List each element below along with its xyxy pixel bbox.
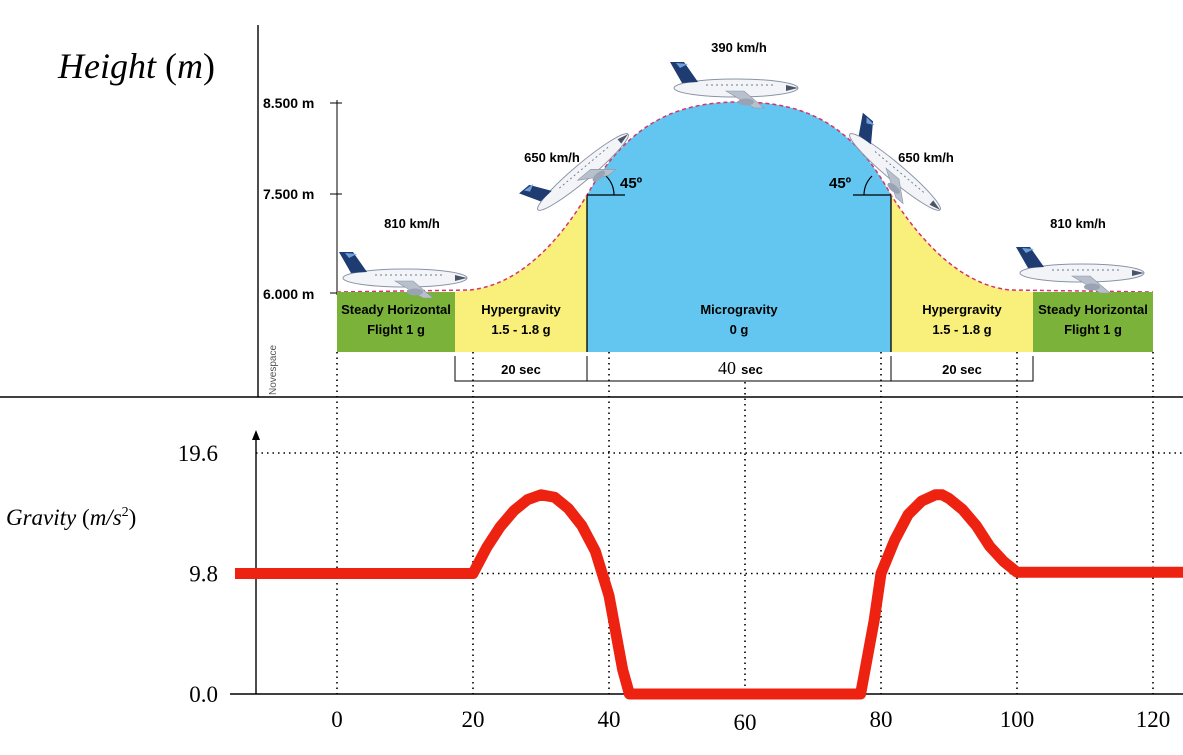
duration-bracket-3	[890, 356, 1034, 382]
angle-label-left: 45º	[620, 175, 643, 192]
duration-label-1: 20 sec	[501, 362, 541, 377]
gravity-y-axis-arrow	[252, 430, 260, 440]
phase-sub-4: 1.5 - 1.8 g	[932, 322, 991, 337]
microgravity-area	[587, 102, 891, 352]
duration-label-3: 20 sec	[942, 362, 982, 377]
height-axis-title: Height (m)	[57, 46, 215, 86]
height-tick-label-7500: 7.500 m	[263, 186, 314, 202]
height-tick-label-6000: 6.000 m	[263, 286, 314, 302]
y-tick-label-1: 9.8	[189, 562, 218, 587]
height-axis-unit: m	[177, 46, 203, 86]
speed-label-3: 390 km/h	[711, 40, 767, 55]
angle-label-right: 45º	[829, 175, 852, 192]
phase-sub-2: 1.5 - 1.8 g	[491, 322, 550, 337]
y-tick-label-2: 19.6	[178, 441, 218, 466]
x-tick-label-4: 80	[870, 707, 893, 732]
speed-label-1: 810 km/h	[384, 216, 440, 231]
phase-sub-3: 0 g	[730, 322, 749, 337]
y-tick-label-0: 0.0	[189, 682, 218, 707]
x-tick-label-0: 0	[331, 707, 343, 732]
hypergravity-area-right	[891, 195, 1033, 352]
phase-title-5: Steady Horizontal	[1038, 302, 1148, 317]
speed-label-5: 810 km/h	[1050, 216, 1106, 231]
aircraft-icon-3	[669, 61, 799, 109]
phase-title-2: Hypergravity	[481, 302, 561, 317]
flight-profile-panel: Height (m) 8.500 m 7.500 m 6.000 m Noves…	[0, 25, 1183, 398]
x-tick-label-6: 120	[1136, 707, 1171, 732]
height-axis-word: Height	[57, 46, 157, 86]
phase-title-1: Steady Horizontal	[341, 302, 451, 317]
duration-unit-2: sec	[741, 362, 763, 377]
x-tick-label-5: 100	[1000, 707, 1035, 732]
chart-ticks: 0 20 40 60 80 100 120 0.0 9.8 19.6	[178, 441, 1171, 735]
speed-label-4: 650 km/h	[898, 150, 954, 165]
phase-box-steady-left	[337, 292, 455, 352]
chart-gridlines	[256, 352, 1183, 694]
hypergravity-area-left	[455, 195, 587, 352]
gravity-series-line	[235, 489, 1183, 700]
credit-label: Novespace	[268, 345, 279, 395]
phase-title-4: Hypergravity	[922, 302, 1002, 317]
angle-marker-left	[587, 175, 625, 196]
phase-title-3: Microgravity	[700, 302, 778, 317]
gravity-axis-unit: m/s	[90, 505, 122, 530]
gravity-axis-title: Gravity (m/s2)	[6, 505, 136, 530]
angle-marker-right	[853, 175, 891, 196]
gravity-axis-word: Gravity	[6, 505, 77, 530]
x-tick-label-1: 20	[462, 707, 485, 732]
aircraft-icon-5	[1015, 246, 1145, 294]
phase-sub-5: Flight 1 g	[1064, 322, 1122, 337]
gravity-axis-unit-exponent: 2	[122, 505, 129, 520]
gravity-chart: Gravity (m/s2) 0 20 40 60 80 100 120 0.0 9.8 19.6	[6, 352, 1183, 735]
speed-label-2: 650 km/h	[524, 150, 580, 165]
x-tick-label-3: 60	[734, 710, 757, 735]
phase-sub-1: Flight 1 g	[367, 322, 425, 337]
height-tick-label-8500: 8.500 m	[263, 95, 314, 111]
x-tick-label-2: 40	[598, 707, 621, 732]
chart-series	[235, 489, 1183, 700]
duration-number-2: 40	[718, 358, 736, 378]
phase-box-steady-right	[1033, 292, 1153, 352]
duration-bracket-2	[586, 356, 892, 382]
